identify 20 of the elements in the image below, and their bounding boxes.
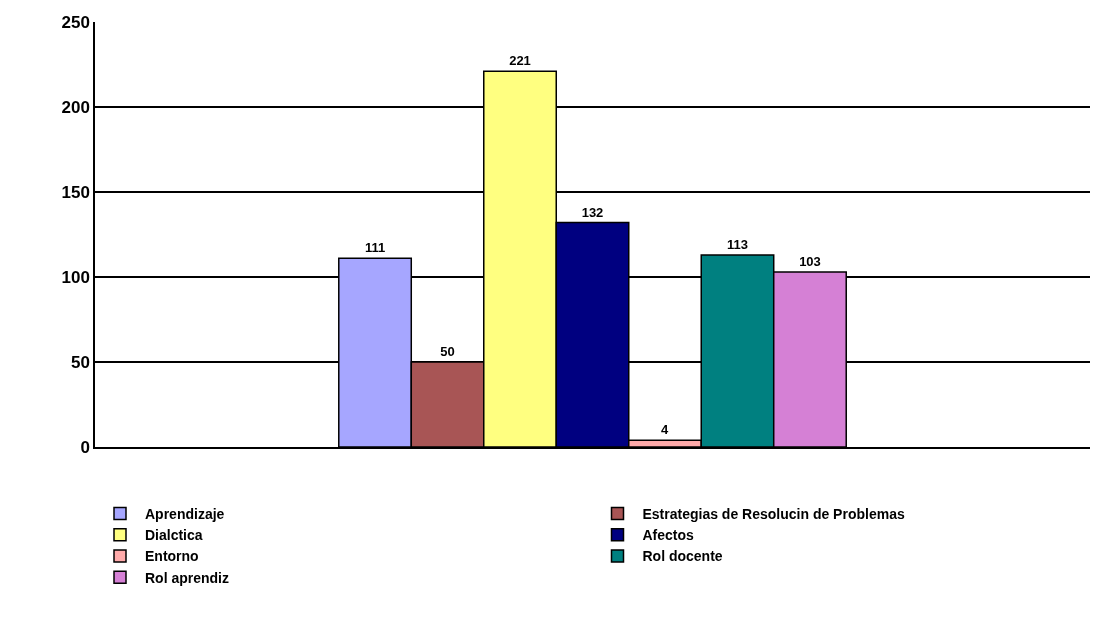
legend-label: Estrategias de Resolucin de Problemas bbox=[642, 506, 905, 523]
data-label: 113 bbox=[726, 236, 748, 252]
data-label: 4 bbox=[660, 422, 669, 438]
y-tick-label: 150 bbox=[61, 182, 90, 202]
legend-label: Entorno bbox=[145, 548, 199, 565]
legend-label: Aprendizaje bbox=[145, 506, 225, 523]
legend-label: Rol docente bbox=[642, 548, 723, 565]
legend-label: Rol aprendiz bbox=[145, 569, 230, 586]
data-label: 103 bbox=[799, 253, 821, 269]
y-tick-label: 250 bbox=[61, 12, 90, 32]
data-label: 50 bbox=[440, 344, 455, 359]
data-label: 111 bbox=[364, 240, 386, 256]
legend-label: Afectos bbox=[642, 527, 695, 544]
data-label: 221 bbox=[509, 53, 531, 69]
y-tick-label: 0 bbox=[80, 437, 90, 457]
data-label: 132 bbox=[581, 204, 604, 220]
y-tick-label: 200 bbox=[61, 97, 90, 117]
y-tick-label: 50 bbox=[70, 352, 90, 372]
y-tick-label: 100 bbox=[61, 267, 90, 287]
legend-label: Dialctica bbox=[145, 527, 203, 544]
